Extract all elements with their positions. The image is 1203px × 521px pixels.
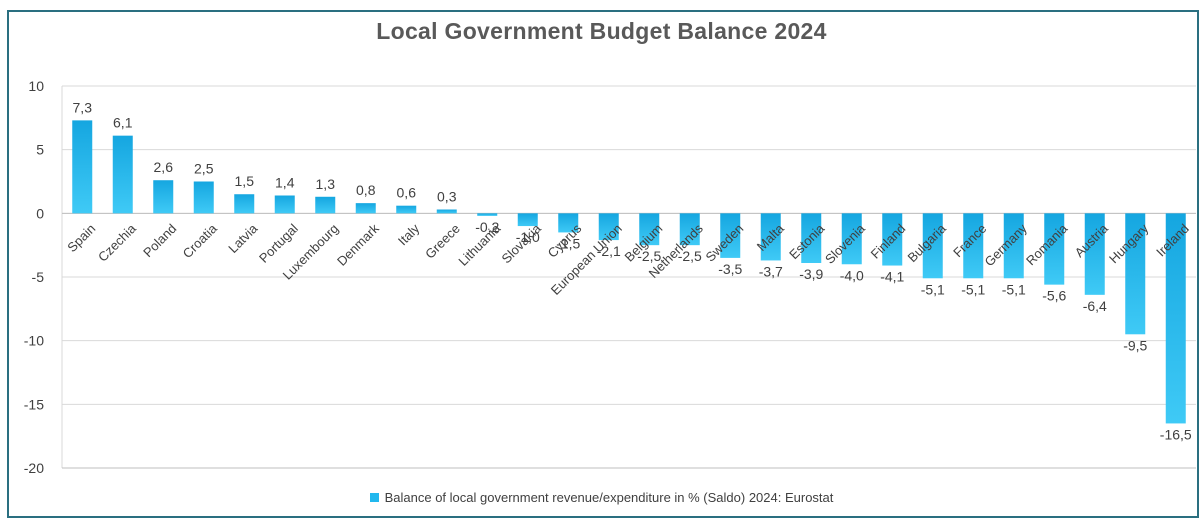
bars (72, 120, 1186, 424)
data-label: 7,3 (73, 99, 93, 115)
bar (1165, 213, 1186, 424)
bar (477, 213, 498, 216)
category-label: Latvia (225, 220, 261, 256)
data-label: -3,5 (718, 261, 742, 277)
bar (193, 181, 214, 214)
data-label: -3,9 (799, 266, 823, 282)
bar (922, 213, 943, 279)
bar (639, 213, 660, 246)
data-label: 2,5 (194, 161, 214, 177)
bar (355, 203, 376, 214)
data-label: -2,1 (597, 243, 621, 259)
bar (112, 135, 133, 214)
data-label: -2,5 (637, 248, 661, 264)
y-axis-ticks: 10 5 0 -5 -10 -15 -20 (24, 78, 44, 476)
data-label: 2,6 (154, 159, 174, 175)
data-label: -16,5 (1160, 426, 1192, 442)
data-label: -2,5 (678, 248, 702, 264)
bar (760, 213, 781, 261)
data-label: -9,5 (1123, 337, 1147, 353)
data-label: 1,5 (235, 173, 255, 189)
bar (72, 120, 93, 214)
bar (517, 213, 538, 227)
bar (1044, 213, 1065, 285)
chart-frame (7, 10, 1199, 518)
bar (153, 180, 174, 214)
legend: Balance of local government revenue/expe… (0, 490, 1203, 505)
category-label: Italy (395, 220, 423, 248)
category-label: Poland (140, 221, 179, 260)
y-tick-label: 10 (28, 78, 44, 94)
data-label: 1,3 (316, 176, 336, 192)
data-label: -4,1 (880, 269, 904, 285)
bar (396, 205, 417, 214)
data-label: -5,1 (1002, 281, 1026, 297)
category-label: Denmark (334, 221, 382, 269)
legend-swatch (369, 493, 379, 503)
bar (1084, 213, 1105, 295)
data-label: -5,1 (961, 281, 985, 297)
data-label: 0,3 (437, 189, 457, 205)
data-label: -6,4 (1083, 298, 1107, 314)
data-labels: 7,3 6,1 2,6 2,5 1,5 1,4 1,3 0,8 0,6 0,3 -0,2 -1,0 -1… (73, 99, 1192, 442)
bar (720, 213, 741, 258)
data-label: -1,0 (516, 229, 540, 245)
bar (1125, 213, 1146, 335)
y-tick-label: -15 (24, 396, 44, 412)
y-tick-label: -5 (32, 269, 45, 285)
data-label: 1,4 (275, 175, 295, 191)
y-tick-label: 0 (36, 205, 44, 221)
bar (1003, 213, 1024, 279)
gridlines (61, 85, 1196, 469)
data-label: 0,6 (397, 185, 417, 201)
bar (598, 213, 619, 241)
bar (436, 209, 457, 214)
data-label: -3,7 (759, 263, 783, 279)
data-label: 6,1 (113, 115, 133, 131)
y-tick-label: -20 (24, 460, 44, 476)
category-label: Czechia (95, 220, 139, 264)
legend-label: Balance of local government revenue/expe… (384, 490, 834, 505)
bar (679, 213, 700, 246)
data-label: -5,6 (1042, 288, 1066, 304)
data-label: -1,5 (556, 235, 580, 251)
chart-title: Local Government Budget Balance 2024 (376, 18, 827, 44)
bar (963, 213, 984, 279)
y-tick-label: 5 (36, 142, 44, 158)
data-label: -5,1 (921, 281, 945, 297)
bar (882, 213, 903, 266)
bar (234, 194, 255, 214)
category-label: Croatia (180, 220, 221, 261)
data-label: 0,8 (356, 182, 376, 198)
data-label: -0,2 (475, 219, 499, 235)
bar (841, 213, 862, 265)
category-label: Spain (64, 221, 98, 255)
bar (315, 196, 336, 214)
bar (801, 213, 822, 263)
bar (558, 213, 579, 233)
bar (274, 195, 295, 214)
y-tick-label: -10 (24, 333, 44, 349)
data-label: -4,0 (840, 267, 864, 283)
